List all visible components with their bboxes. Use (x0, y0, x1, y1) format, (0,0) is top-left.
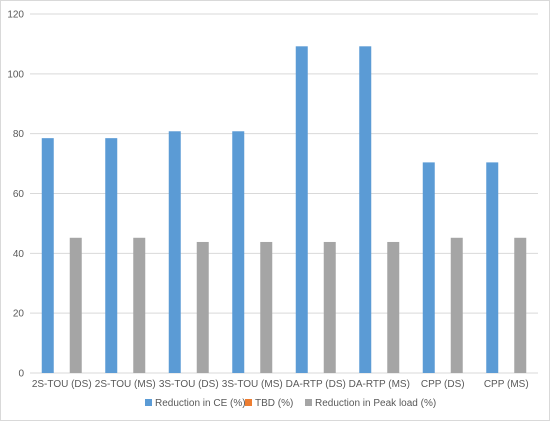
bar-reduction-ce (295, 46, 308, 374)
y-tick-label: 40 (13, 249, 25, 260)
legend-item-reduction-ce: Reduction in CE (%) (145, 398, 246, 409)
x-tick-label: DA-RTP (DS) (286, 379, 346, 390)
legend-item-tbd: TBD (%) (245, 398, 293, 409)
bars (41, 46, 527, 374)
bar-reduction-ce (41, 138, 54, 373)
bar-reduction-peak-load (260, 241, 273, 373)
x-axis-ticks: 2S-TOU (DS) 2S-TOU (MS) 3S-TOU (DS) 3S-TOU … (32, 379, 529, 390)
bar-reduction-peak-load (133, 237, 146, 373)
bar-reduction-peak-load (69, 237, 82, 373)
bar-reduction-ce (359, 46, 372, 374)
y-tick-label: 80 (13, 129, 25, 140)
bar-reduction-peak-load (196, 241, 209, 373)
y-axis-ticks: 0 20 40 60 80 100 120 (7, 10, 24, 380)
x-tick-label: 2S-TOU (DS) (32, 379, 92, 390)
bar-reduction-peak-load (387, 241, 400, 373)
bar-reduction-ce (486, 162, 499, 373)
bar-reduction-ce (105, 138, 118, 373)
y-tick-label: 120 (7, 10, 24, 21)
legend-swatch (145, 399, 152, 406)
x-tick-label: 2S-TOU (MS) (95, 379, 156, 390)
legend-label: Reduction in Peak load (%) (315, 398, 436, 409)
bar-reduction-peak-load (514, 237, 527, 373)
legend-swatch (305, 399, 312, 406)
legend-label: TBD (%) (255, 398, 293, 409)
y-tick-label: 100 (7, 69, 24, 80)
bar-reduction-ce (422, 162, 435, 373)
bar-reduction-peak-load (450, 237, 463, 373)
x-tick-label: 3S-TOU (MS) (222, 379, 283, 390)
x-tick-label: DA-RTP (MS) (349, 379, 410, 390)
x-tick-label: CPP (DS) (421, 379, 465, 390)
bar-reduction-ce (168, 131, 181, 373)
legend-item-reduction-peak-load: Reduction in Peak load (%) (305, 398, 436, 409)
bar-reduction-ce (232, 131, 245, 373)
y-tick-label: 20 (13, 309, 25, 320)
y-tick-label: 60 (13, 189, 25, 200)
y-tick-label: 0 (18, 369, 24, 380)
legend-swatch (245, 399, 252, 406)
legend-label: Reduction in CE (%) (155, 398, 246, 409)
x-tick-label: 3S-TOU (DS) (159, 379, 219, 390)
bar-reduction-peak-load (323, 241, 336, 373)
legend: Reduction in CE (%) TBD (%) Reduction in P… (145, 398, 436, 409)
x-tick-label: CPP (MS) (484, 379, 529, 390)
